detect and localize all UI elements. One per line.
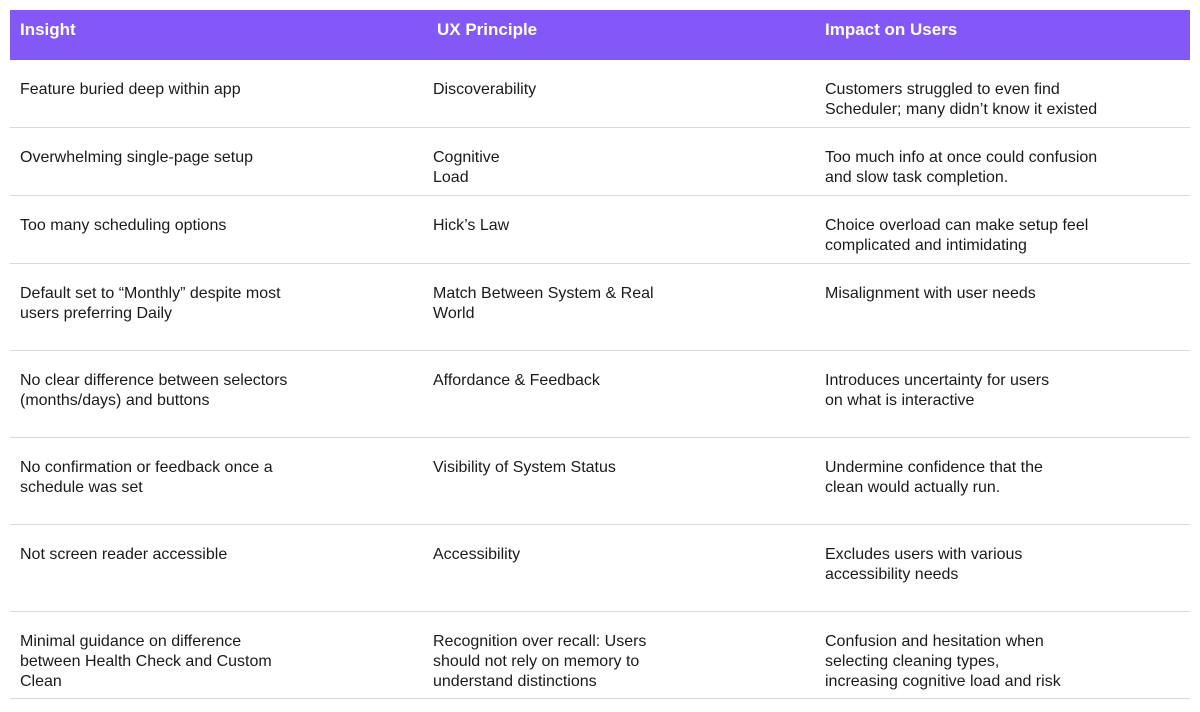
table-cell: Too many scheduling options (20, 217, 227, 234)
table-cell: Affordance & Feedback (433, 372, 600, 389)
table-cell: Accessibility (433, 546, 521, 563)
column-header: Insight (20, 20, 76, 39)
table-cell: Hick’s Law (433, 217, 510, 234)
table-row: Not screen reader accessible Accessibilit… (10, 525, 1190, 612)
table-cell: Cognitive Load (433, 149, 500, 186)
table-cell: Match Between System & Real World (433, 285, 654, 322)
table-cell: Minimal guidance on difference between H… (20, 633, 272, 690)
table-header: Insight UX Principle Impact on Users (10, 10, 1190, 60)
table-cell: No clear difference between selectors (m… (20, 372, 288, 409)
table-cell: Undermine confidence that the clean woul… (825, 459, 1043, 496)
table-cell: Choice overload can make setup feel comp… (825, 217, 1089, 254)
table-row: No confirmation or feedback once a sched… (10, 438, 1190, 525)
table-cell: No confirmation or feedback once a sched… (20, 459, 273, 496)
table-row: Overwhelming single-page setup Cognitive … (10, 128, 1190, 196)
table-cell: Customers struggled to even find Schedul… (825, 81, 1098, 118)
table-cell: Not screen reader accessible (20, 546, 228, 563)
table-row: Default set to “Monthly” despite most us… (10, 264, 1190, 351)
table-row: Too many scheduling options Hick’s Law Cho… (10, 196, 1190, 264)
table-cell: Recognition over recall: Users should no… (433, 633, 647, 690)
column-header: UX Principle (437, 20, 538, 39)
table-row: Minimal guidance on difference between H… (10, 612, 1190, 699)
table-cell: Feature buried deep within app (20, 81, 241, 98)
table-cell: Introduces uncertainty for users on what… (825, 372, 1050, 409)
table-cell: Default set to “Monthly” despite most us… (20, 285, 281, 322)
table-cell: Visibility of System Status (433, 459, 616, 476)
table-cell: Confusion and hesitation when selecting … (825, 633, 1061, 690)
table-cell: Too much info at once could confusion an… (825, 149, 1098, 186)
table-cell: Excludes users with various accessibilit… (825, 546, 1023, 583)
column-header: Impact on Users (825, 20, 958, 39)
table-cell: Overwhelming single-page setup (20, 149, 254, 166)
table-row: Feature buried deep within app Discoverab… (10, 60, 1190, 128)
table-row: No clear difference between selectors (m… (10, 351, 1190, 438)
table-cell: Discoverability (433, 81, 537, 98)
table-cell: Misalignment with user needs (825, 285, 1036, 302)
